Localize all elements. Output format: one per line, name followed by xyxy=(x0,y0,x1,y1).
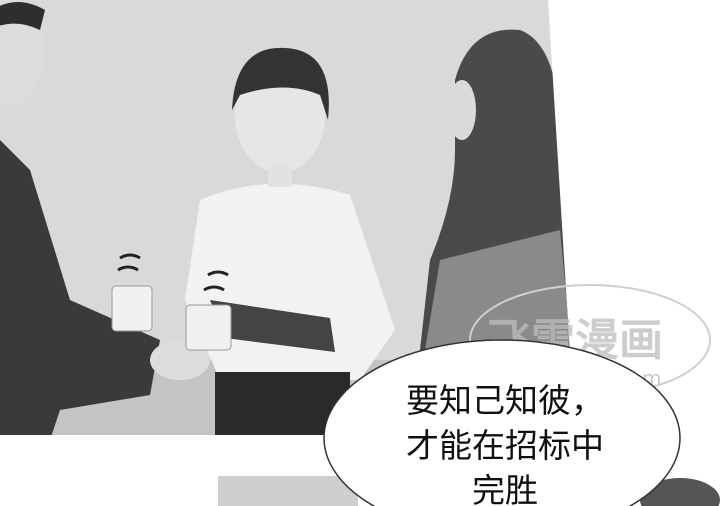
bubble-line: 完胜 xyxy=(472,471,538,506)
lower-panel xyxy=(218,476,358,506)
man-hair xyxy=(0,2,45,35)
speech-bubble xyxy=(323,339,681,506)
neck xyxy=(268,165,292,187)
cup xyxy=(111,285,153,332)
effect-mark xyxy=(203,270,229,292)
tablet xyxy=(210,300,335,352)
right-woman-face xyxy=(448,80,476,140)
effect-mark xyxy=(117,253,141,272)
man-suit xyxy=(0,140,160,435)
cup xyxy=(185,304,232,351)
bubble-line: 才能在招标中 xyxy=(406,426,604,465)
lower-panel-figure xyxy=(640,478,720,506)
bubble-line: 要知己知彼， xyxy=(406,381,604,420)
hair xyxy=(232,47,329,120)
